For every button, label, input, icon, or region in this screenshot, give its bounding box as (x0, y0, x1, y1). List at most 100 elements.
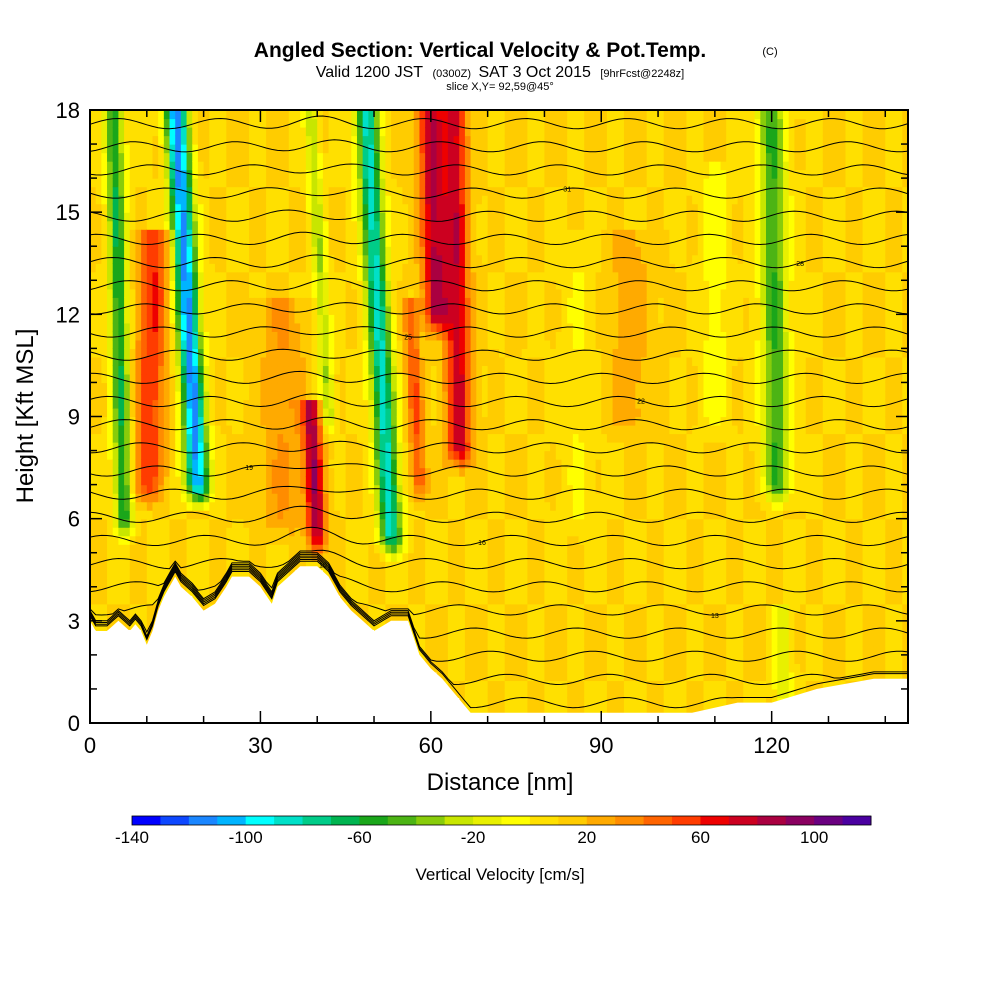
velocity-cell (300, 399, 307, 409)
velocity-cell (226, 271, 233, 281)
velocity-cell (237, 476, 244, 486)
velocity-cell (510, 578, 517, 588)
velocity-cell (436, 229, 443, 239)
velocity-cell (146, 578, 154, 588)
velocity-cell (481, 680, 489, 690)
velocity-cell (163, 416, 171, 426)
velocity-cell (226, 365, 233, 375)
velocity-cell (152, 433, 159, 443)
velocity-cell (118, 220, 125, 230)
velocity-cell (192, 390, 199, 401)
velocity-cell (510, 382, 517, 392)
velocity-cell (356, 135, 364, 145)
velocity-cell (430, 229, 438, 239)
velocity-cell (254, 331, 262, 341)
velocity-cell (158, 246, 165, 256)
velocity-cell (214, 442, 222, 452)
velocity-cell (271, 569, 279, 579)
velocity-cell (385, 331, 392, 341)
velocity-cell (385, 603, 392, 613)
velocity-cell (487, 280, 494, 290)
velocity-cell (158, 331, 165, 341)
velocity-cell (300, 339, 307, 349)
velocity-cell (192, 476, 199, 486)
velocity-cell (481, 118, 489, 128)
velocity-cell (396, 263, 404, 273)
velocity-cell (283, 493, 290, 503)
velocity-cell (249, 186, 256, 196)
velocity-cell (135, 612, 142, 622)
velocity-cell (328, 442, 335, 452)
velocity-cell (192, 254, 199, 264)
velocity-cell (391, 467, 398, 477)
velocity-cell (146, 212, 154, 222)
velocity-cell (186, 288, 193, 298)
velocity-cell (510, 425, 517, 435)
velocity-cell (521, 637, 528, 647)
velocity-cell (214, 407, 222, 418)
velocity-cell (544, 680, 551, 690)
velocity-cell (141, 288, 148, 298)
velocity-cell (408, 442, 415, 452)
velocity-cell (124, 416, 131, 426)
velocity-cell (169, 450, 176, 460)
velocity-cell (197, 407, 205, 418)
velocity-cell (249, 212, 256, 222)
velocity-cell (112, 212, 119, 222)
velocity-cell (124, 561, 131, 571)
velocity-cell (95, 195, 102, 205)
velocity-cell (493, 195, 500, 205)
velocity-cell (464, 476, 472, 486)
velocity-cell (101, 348, 108, 358)
velocity-cell (169, 135, 176, 145)
velocity-cell (328, 339, 335, 349)
velocity-cell (107, 399, 114, 409)
velocity-cell (294, 450, 301, 460)
velocity-cell (311, 348, 318, 358)
velocity-cell (516, 322, 523, 332)
velocity-cell (430, 603, 438, 613)
velocity-cell (197, 152, 205, 162)
velocity-cell (396, 161, 404, 171)
velocity-cell (300, 271, 307, 281)
velocity-cell (305, 390, 313, 401)
velocity-cell (544, 620, 551, 630)
velocity-cell (220, 169, 227, 179)
velocity-cell (192, 527, 199, 537)
velocity-cell (499, 578, 506, 588)
velocity-cell (345, 425, 352, 435)
velocity-cell (476, 195, 483, 205)
velocity-cell (226, 297, 233, 307)
velocity-cell (516, 339, 523, 349)
velocity-cell (203, 195, 210, 205)
velocity-cell (521, 127, 528, 137)
velocity-cell (192, 339, 199, 349)
velocity-cell (209, 288, 216, 298)
velocity-cell (402, 612, 409, 622)
velocity-cell (521, 527, 528, 537)
velocity-cell (249, 552, 256, 562)
velocity-cell (311, 518, 318, 528)
velocity-cell (481, 373, 489, 384)
velocity-cell (385, 237, 392, 247)
velocity-cell (124, 450, 131, 460)
velocity-cell (538, 688, 546, 699)
velocity-cell (516, 161, 523, 171)
velocity-cell (260, 544, 267, 554)
velocity-cell (436, 663, 443, 673)
velocity-cell (124, 433, 131, 443)
velocity-cell (544, 229, 551, 239)
velocity-cell (220, 186, 227, 196)
velocity-cell (413, 612, 421, 622)
velocity-cell (141, 407, 148, 418)
velocity-cell (510, 399, 517, 409)
velocity-cell (379, 399, 386, 409)
velocity-cell (538, 663, 546, 673)
velocity-cell (101, 135, 108, 145)
velocity-cell (214, 178, 222, 188)
velocity-cell (226, 331, 233, 341)
velocity-cell (243, 305, 250, 315)
velocity-cell (163, 135, 171, 145)
velocity-cell (311, 195, 318, 205)
velocity-cell (436, 203, 443, 213)
